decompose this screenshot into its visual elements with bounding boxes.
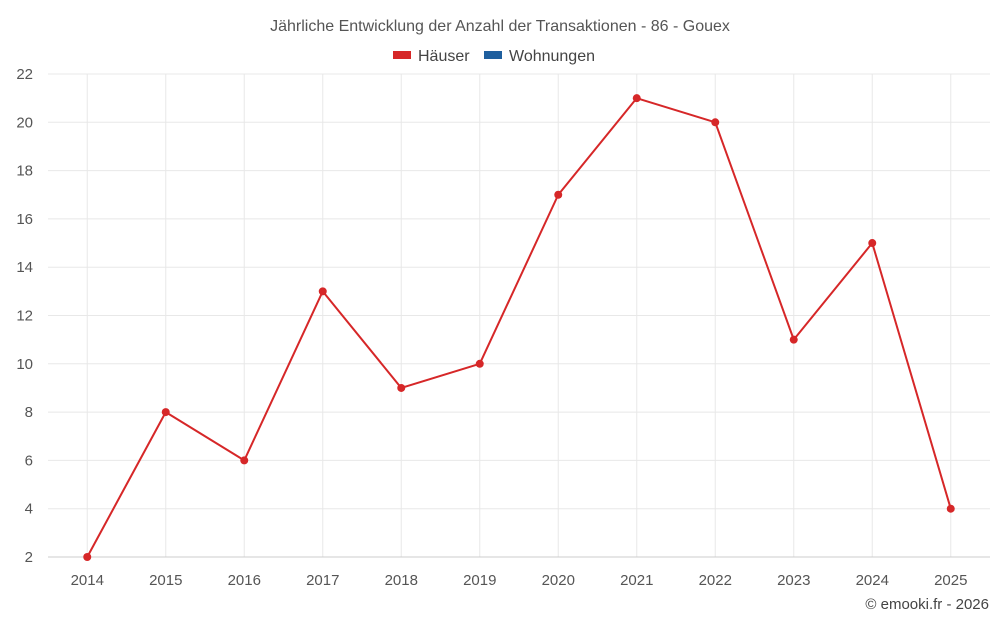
y-tick-label: 12 bbox=[16, 308, 33, 325]
legend-label-haeuser[interactable]: Häuser bbox=[418, 48, 470, 65]
y-tick-label: 6 bbox=[25, 452, 33, 469]
x-tick-label: 2017 bbox=[306, 572, 339, 589]
data-point[interactable] bbox=[318, 287, 327, 296]
legend-label-wohnungen[interactable]: Wohnungen bbox=[509, 48, 595, 65]
y-tick-label: 2 bbox=[25, 549, 33, 566]
y-tick-label: 10 bbox=[16, 356, 33, 373]
x-tick-label: 2020 bbox=[542, 572, 575, 589]
y-tick-label: 4 bbox=[25, 501, 33, 518]
data-point[interactable] bbox=[475, 359, 484, 368]
x-tick-label: 2024 bbox=[856, 572, 889, 589]
chart-title: Jährliche Entwicklung der Anzahl der Tra… bbox=[270, 18, 730, 35]
y-tick-label: 18 bbox=[16, 163, 33, 180]
data-point[interactable] bbox=[711, 118, 720, 127]
x-tick-label: 2021 bbox=[620, 572, 653, 589]
x-tick-label: 2018 bbox=[385, 572, 418, 589]
x-tick-label: 2016 bbox=[228, 572, 261, 589]
x-tick-label: 2019 bbox=[463, 572, 496, 589]
series-line-0 bbox=[86, 97, 952, 558]
legend: Häuser Wohnungen bbox=[393, 48, 595, 65]
credit-text: © emooki.fr - 2026 bbox=[865, 596, 989, 613]
data-point[interactable] bbox=[946, 504, 955, 513]
data-point[interactable] bbox=[632, 94, 641, 103]
data-point[interactable] bbox=[240, 456, 249, 465]
y-tick-label: 14 bbox=[16, 259, 33, 276]
data-point[interactable] bbox=[868, 239, 877, 248]
data-point[interactable] bbox=[789, 335, 798, 344]
data-point[interactable] bbox=[554, 190, 563, 199]
y-tick-label: 8 bbox=[25, 404, 33, 421]
y-tick-label: 22 bbox=[16, 66, 33, 83]
legend-swatch-haeuser bbox=[393, 51, 411, 59]
y-tick-label: 20 bbox=[16, 114, 33, 131]
gridlines bbox=[48, 73, 990, 558]
x-tick-label: 2023 bbox=[777, 572, 810, 589]
legend-swatch-wohnungen bbox=[484, 51, 502, 59]
x-tick-label: 2022 bbox=[699, 572, 732, 589]
x-axis: 2014 2015 2016 2017 2018 2019 2020 2021 2022 2023… bbox=[48, 556, 990, 589]
series-layer bbox=[83, 94, 955, 561]
data-point[interactable] bbox=[83, 553, 92, 561]
x-tick-label: 2015 bbox=[149, 572, 182, 589]
x-tick-label: 2025 bbox=[934, 572, 967, 589]
y-tick-label: 16 bbox=[16, 211, 33, 228]
x-tick-label: 2014 bbox=[71, 572, 104, 589]
data-point[interactable] bbox=[397, 383, 406, 392]
data-point[interactable] bbox=[161, 408, 170, 417]
y-axis: 2 4 6 8 10 12 14 16 18 20 22 bbox=[16, 66, 33, 566]
